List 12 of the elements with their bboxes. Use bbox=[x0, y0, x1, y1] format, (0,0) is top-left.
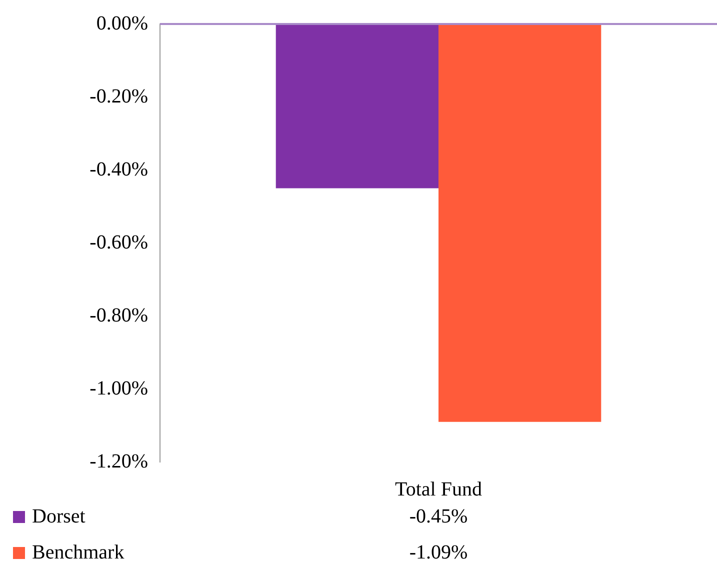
y-tick-label: -0.40% bbox=[90, 158, 148, 180]
y-tick-label: -1.00% bbox=[90, 377, 148, 400]
y-tick-label: -0.20% bbox=[90, 85, 148, 108]
y-tick-label: 0.00% bbox=[96, 12, 148, 34]
y-tick-label: -1.20% bbox=[90, 450, 148, 472]
text: -0.45% bbox=[409, 505, 468, 528]
text: -1.09% bbox=[409, 541, 468, 564]
y-tick-label: -0.80% bbox=[90, 304, 148, 326]
y-tick-label: -0.60% bbox=[90, 231, 148, 254]
legend-label: Dorset bbox=[32, 505, 86, 528]
x-tick-label: Total Fund bbox=[395, 478, 482, 500]
legend-label: Benchmark bbox=[32, 541, 124, 564]
